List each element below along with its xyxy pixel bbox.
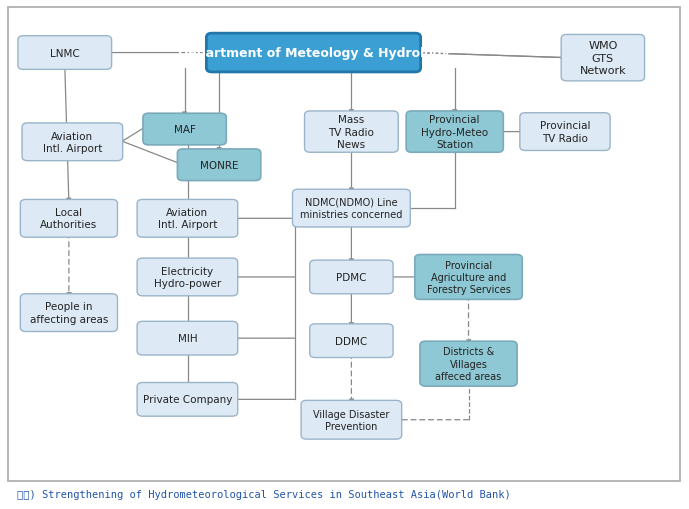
Text: 출첸) Strengthening of Hydrometeorological Services in Southeast Asia(World Bank): 출첸) Strengthening of Hydrometeorological… <box>17 489 511 499</box>
Text: Electricity
Hydro-power: Electricity Hydro-power <box>154 266 221 289</box>
FancyBboxPatch shape <box>420 342 517 386</box>
Text: People in
affecting areas: People in affecting areas <box>30 302 108 324</box>
Text: LNMC: LNMC <box>50 48 80 59</box>
Text: MIH: MIH <box>178 333 197 344</box>
FancyBboxPatch shape <box>137 322 238 355</box>
Text: WMO
GTS
Network: WMO GTS Network <box>579 41 626 76</box>
Text: PDMC: PDMC <box>336 272 367 282</box>
FancyBboxPatch shape <box>143 114 226 146</box>
FancyBboxPatch shape <box>407 112 503 153</box>
Text: Provincial
TV Radio: Provincial TV Radio <box>539 121 590 144</box>
Text: Provincial
Hydro-Meteo
Station: Provincial Hydro-Meteo Station <box>421 115 489 150</box>
FancyBboxPatch shape <box>292 190 410 228</box>
Text: NDMC(NDMO) Line
ministries concerned: NDMC(NDMO) Line ministries concerned <box>300 197 402 220</box>
FancyBboxPatch shape <box>310 261 393 294</box>
FancyBboxPatch shape <box>21 200 117 238</box>
FancyBboxPatch shape <box>415 255 522 300</box>
FancyBboxPatch shape <box>137 200 238 238</box>
Text: Local
Authorities: Local Authorities <box>40 208 98 230</box>
Text: Provincial
Agriculture and
Forestry Services: Provincial Agriculture and Forestry Serv… <box>426 260 511 295</box>
FancyBboxPatch shape <box>520 114 610 151</box>
Text: MONRE: MONRE <box>200 160 238 171</box>
Text: Aviation
Intl. Airport: Aviation Intl. Airport <box>43 131 102 154</box>
Text: DDMC: DDMC <box>336 336 367 346</box>
FancyBboxPatch shape <box>310 324 393 358</box>
Text: Mass
TV Radio
News: Mass TV Radio News <box>329 115 374 150</box>
Text: Private Company: Private Company <box>143 394 232 405</box>
Text: Aviation
Intl. Airport: Aviation Intl. Airport <box>158 208 217 230</box>
FancyBboxPatch shape <box>8 8 680 481</box>
Text: Department of Meteology & Hydrology: Department of Meteology & Hydrology <box>178 47 449 60</box>
FancyBboxPatch shape <box>562 36 644 81</box>
Text: Village Disaster
Prevention: Village Disaster Prevention <box>313 409 389 431</box>
Text: MAF: MAF <box>174 125 196 135</box>
FancyBboxPatch shape <box>137 383 238 416</box>
FancyBboxPatch shape <box>137 259 238 296</box>
FancyBboxPatch shape <box>305 112 398 153</box>
FancyBboxPatch shape <box>18 37 112 70</box>
FancyBboxPatch shape <box>22 124 123 161</box>
Text: Districts &
Villages
affeced areas: Districts & Villages affeced areas <box>435 347 502 381</box>
FancyBboxPatch shape <box>301 401 402 439</box>
FancyBboxPatch shape <box>207 34 420 73</box>
FancyBboxPatch shape <box>178 150 260 181</box>
FancyBboxPatch shape <box>21 294 117 332</box>
